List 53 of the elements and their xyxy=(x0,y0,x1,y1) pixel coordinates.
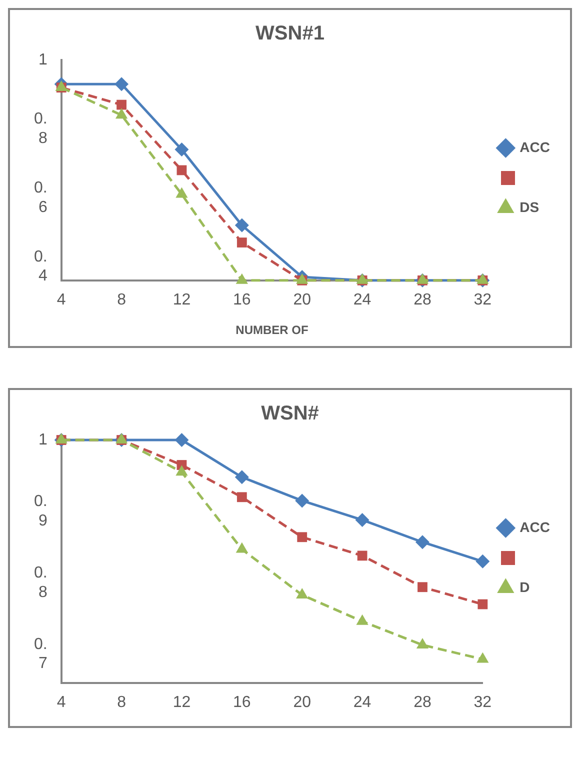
legend-label: ACC xyxy=(520,518,550,535)
y-tick-label: 1 xyxy=(38,51,48,68)
x-tick-label: 20 xyxy=(293,694,312,711)
x-tick-label: 28 xyxy=(414,694,432,711)
y-tick-label: 0. 6 xyxy=(34,180,48,216)
point xyxy=(236,238,247,248)
chart-title: WSN#1 xyxy=(256,22,324,45)
point xyxy=(476,652,489,663)
point xyxy=(234,218,249,232)
x-tick-label: 24 xyxy=(353,291,372,308)
point xyxy=(296,588,308,598)
x-axis-title: NUMBER OF xyxy=(236,323,308,338)
point xyxy=(234,470,249,484)
x-tick-label: 8 xyxy=(117,694,126,711)
y-tick-label: 0. 4 xyxy=(34,248,48,285)
x-tick-label: 28 xyxy=(414,291,432,308)
x-tick-label: 12 xyxy=(172,291,191,308)
x-tick-label: 20 xyxy=(293,291,312,308)
x-tick-label: 24 xyxy=(353,694,372,711)
y-tick-label: 0. 8 xyxy=(34,564,48,601)
point xyxy=(415,535,430,550)
legend-label: ACC xyxy=(520,138,550,155)
point xyxy=(114,77,129,92)
y-tick-label: 0. 7 xyxy=(34,636,48,672)
x-tick-label: 16 xyxy=(233,291,251,308)
x-tick-label: 8 xyxy=(117,291,126,308)
y-tick-label: 0. 9 xyxy=(34,493,48,530)
point xyxy=(236,542,248,553)
point xyxy=(116,100,126,110)
chart-title: WSN# xyxy=(261,402,319,425)
point xyxy=(356,614,368,625)
point xyxy=(297,532,308,542)
x-tick-label: 4 xyxy=(56,291,66,308)
x-tick-label: 4 xyxy=(56,694,66,711)
point xyxy=(478,599,488,610)
legend-label: DS xyxy=(520,198,540,215)
point xyxy=(176,165,187,176)
point xyxy=(355,512,370,527)
x-tick-label: 12 xyxy=(172,694,191,711)
point xyxy=(418,582,428,592)
x-tick-label: 32 xyxy=(474,694,492,711)
point xyxy=(357,550,368,561)
point xyxy=(236,492,247,502)
x-tick-label: 16 xyxy=(233,694,251,711)
point xyxy=(416,638,429,648)
x-tick-label: 32 xyxy=(474,291,492,308)
y-tick-label: 0. 8 xyxy=(34,110,48,147)
point xyxy=(476,554,490,568)
legend-label: D xyxy=(520,578,530,595)
y-tick-label: 1 xyxy=(38,431,48,448)
point xyxy=(295,494,310,508)
point xyxy=(174,142,189,157)
point xyxy=(174,433,189,447)
